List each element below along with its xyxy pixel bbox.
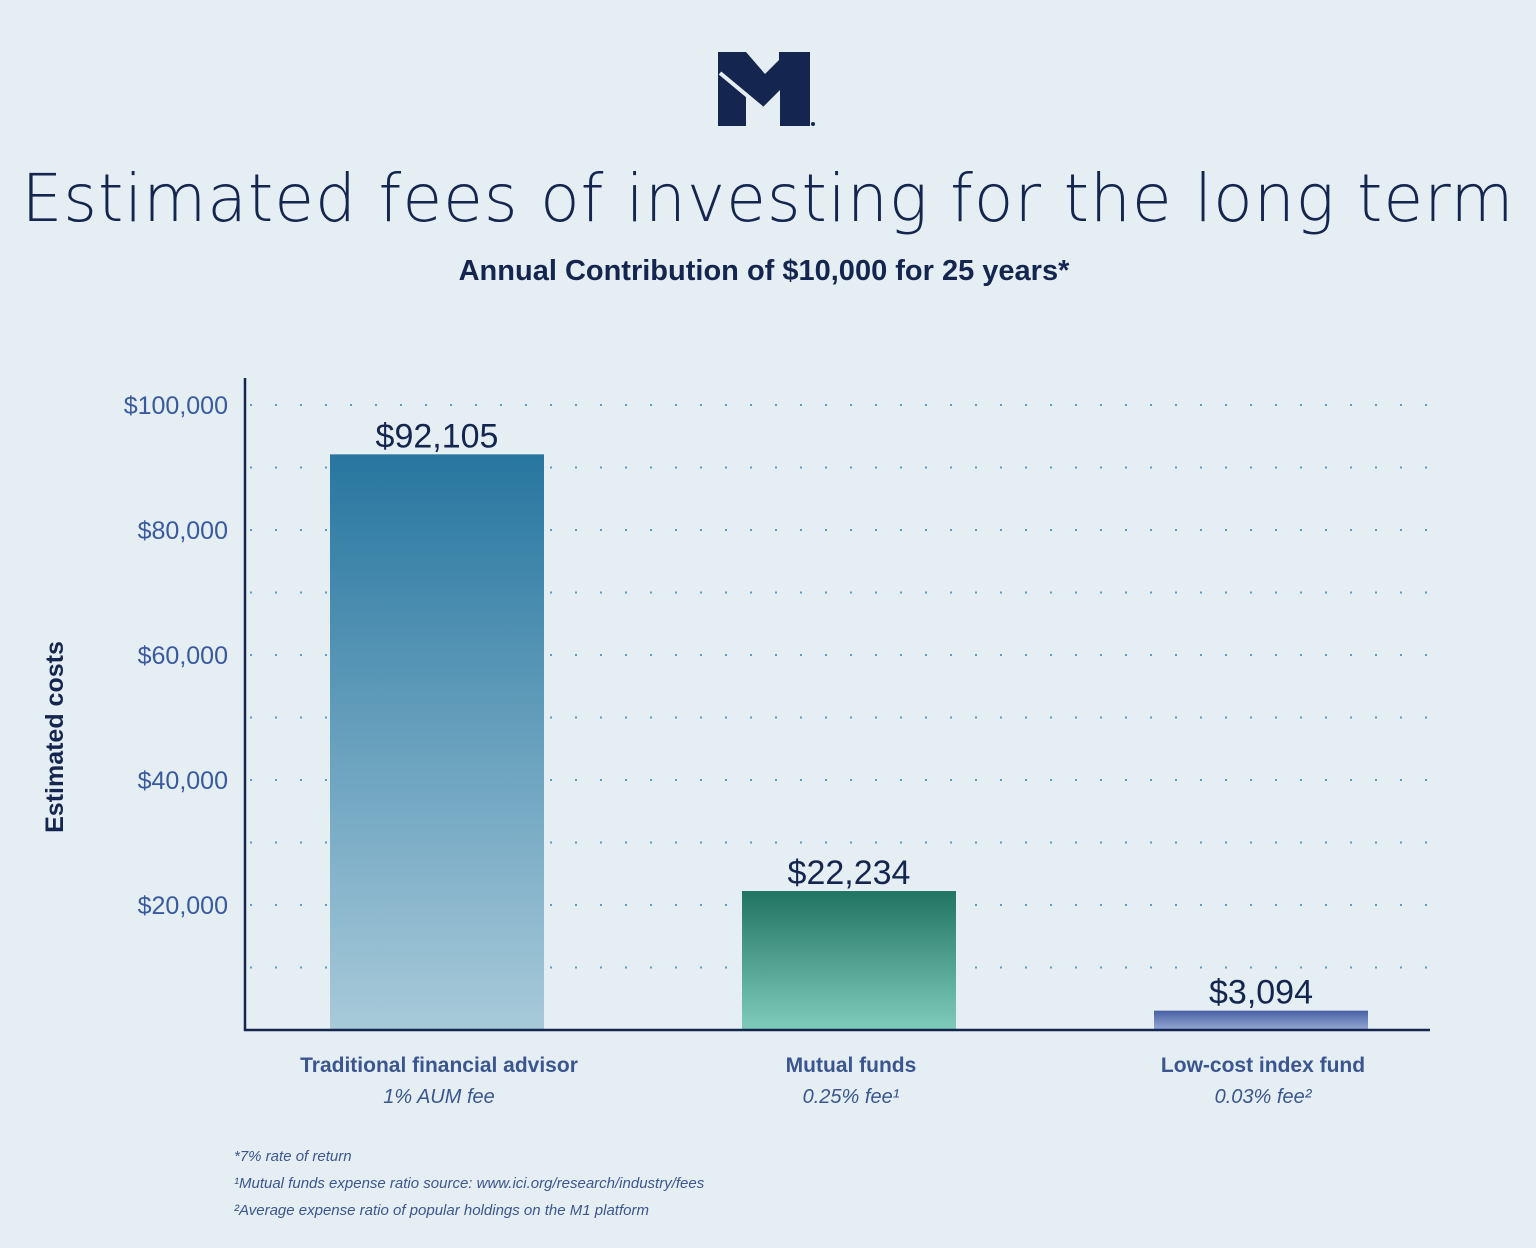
data-label: $92,105 bbox=[376, 417, 499, 455]
category-sublabel: 0.25% fee¹ bbox=[803, 1086, 900, 1108]
category-label: Traditional financial advisor bbox=[300, 1054, 578, 1077]
footnote-return: *7% rate of return bbox=[234, 1148, 352, 1165]
bar-1 bbox=[330, 454, 544, 1030]
category-sublabel: 0.03% fee² bbox=[1215, 1086, 1313, 1108]
y-axis-label: Estimated costs bbox=[41, 641, 69, 833]
data-label: $3,094 bbox=[1209, 974, 1313, 1012]
bars bbox=[330, 454, 1368, 1030]
y-tick-label: $40,000 bbox=[138, 767, 228, 795]
category-label: Mutual funds bbox=[786, 1054, 917, 1077]
y-tick-label: $20,000 bbox=[138, 892, 228, 920]
category-sublabel: 1% AUM fee bbox=[383, 1086, 495, 1108]
m1-logo bbox=[718, 52, 815, 126]
bar-3 bbox=[1154, 1010, 1368, 1030]
chart-subtitle: Annual Contribution of $10,000 for 25 ye… bbox=[458, 255, 1070, 287]
data-label: $22,234 bbox=[788, 854, 911, 892]
footnote-source: ¹Mutual funds expense ratio source: www.… bbox=[234, 1175, 705, 1192]
footnote-expense: ²Average expense ratio of popular holdin… bbox=[234, 1202, 649, 1219]
category-label: Low-cost index fund bbox=[1161, 1054, 1365, 1077]
y-tick-label: $60,000 bbox=[138, 642, 228, 670]
bar-2 bbox=[742, 891, 956, 1030]
y-tick-label: $100,000 bbox=[124, 392, 228, 420]
y-tick-label: $80,000 bbox=[138, 517, 228, 545]
chart-title: Estimated fees of investing for the long… bbox=[21, 160, 1515, 237]
